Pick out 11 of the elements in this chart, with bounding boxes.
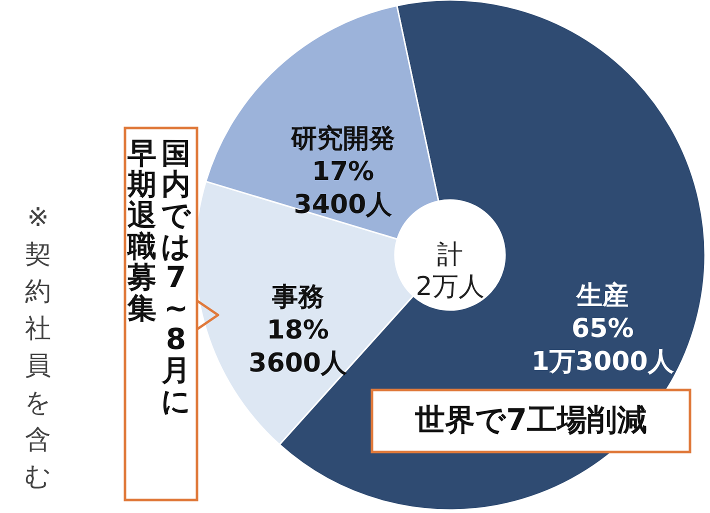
data-label: 65% 1万3000人 [531, 314, 675, 377]
text: 計 2万人 [416, 240, 484, 302]
text: 早期退職募集 [126, 136, 156, 325]
slice-label: 生産 [576, 280, 629, 311]
text: 世界で7工場削減 [414, 403, 647, 438]
text: ※契約社員を含む [24, 203, 52, 492]
text: 国内では7~8月に [161, 136, 191, 418]
slice-label: 研究開発 [290, 124, 395, 154]
slice-label: 事務 [270, 282, 324, 313]
data-label: 18% 3600人 [248, 316, 348, 379]
data-label: 17% 3400人 [294, 156, 394, 220]
